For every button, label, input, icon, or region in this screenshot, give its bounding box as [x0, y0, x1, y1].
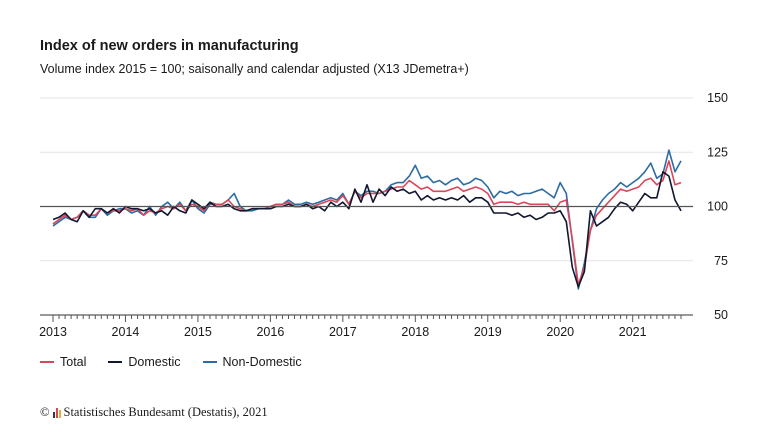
chart-subtitle: Volume index 2015 = 100; saisonally and …: [40, 62, 469, 76]
legend-label-total: Total: [60, 355, 87, 369]
legend-label-domestic: Domestic: [128, 355, 181, 369]
x-tick-label: 2018: [401, 325, 429, 339]
legend-swatch-non-domestic: [202, 361, 217, 363]
x-tick-label: 2014: [112, 325, 140, 339]
legend-item-total[interactable]: Total: [40, 355, 86, 369]
y-tick-label: 50: [714, 308, 728, 322]
series-line-total: [52, 160, 682, 286]
series-line-non-domestic: [52, 149, 682, 290]
copyright-symbol: ©: [40, 405, 50, 419]
x-tick-label: 2013: [39, 325, 67, 339]
source-text: Statistisches Bundesamt (Destatis), 2021: [63, 405, 268, 419]
x-tick-label: 2017: [329, 325, 357, 339]
y-tick-label: 75: [714, 254, 728, 268]
chart-title: Index of new orders in manufacturing: [40, 38, 299, 54]
legend-swatch-domestic: [108, 361, 123, 363]
series-line-domestic: [52, 171, 682, 288]
legend-label-non-domestic: Non-Domestic: [222, 355, 302, 369]
destatis-logo-icon: [52, 407, 61, 418]
legend-item-domestic[interactable]: Domestic: [108, 355, 181, 369]
x-tick-label: 2020: [546, 325, 574, 339]
y-tick-label: 100: [707, 200, 728, 214]
x-tick-label: 2016: [256, 325, 284, 339]
x-tick-label: 2021: [619, 325, 647, 339]
chart-legend: Total Domestic Non-Domestic: [40, 355, 302, 369]
source-credit: © Statistisches Bundesamt (Destatis), 20…: [40, 405, 268, 420]
x-tick-label: 2015: [184, 325, 212, 339]
legend-swatch-total: [40, 361, 54, 363]
y-tick-label: 125: [707, 145, 728, 159]
y-tick-label: 150: [707, 91, 728, 105]
legend-item-non-domestic[interactable]: Non-Domestic: [202, 355, 302, 369]
x-tick-label: 2019: [474, 325, 502, 339]
